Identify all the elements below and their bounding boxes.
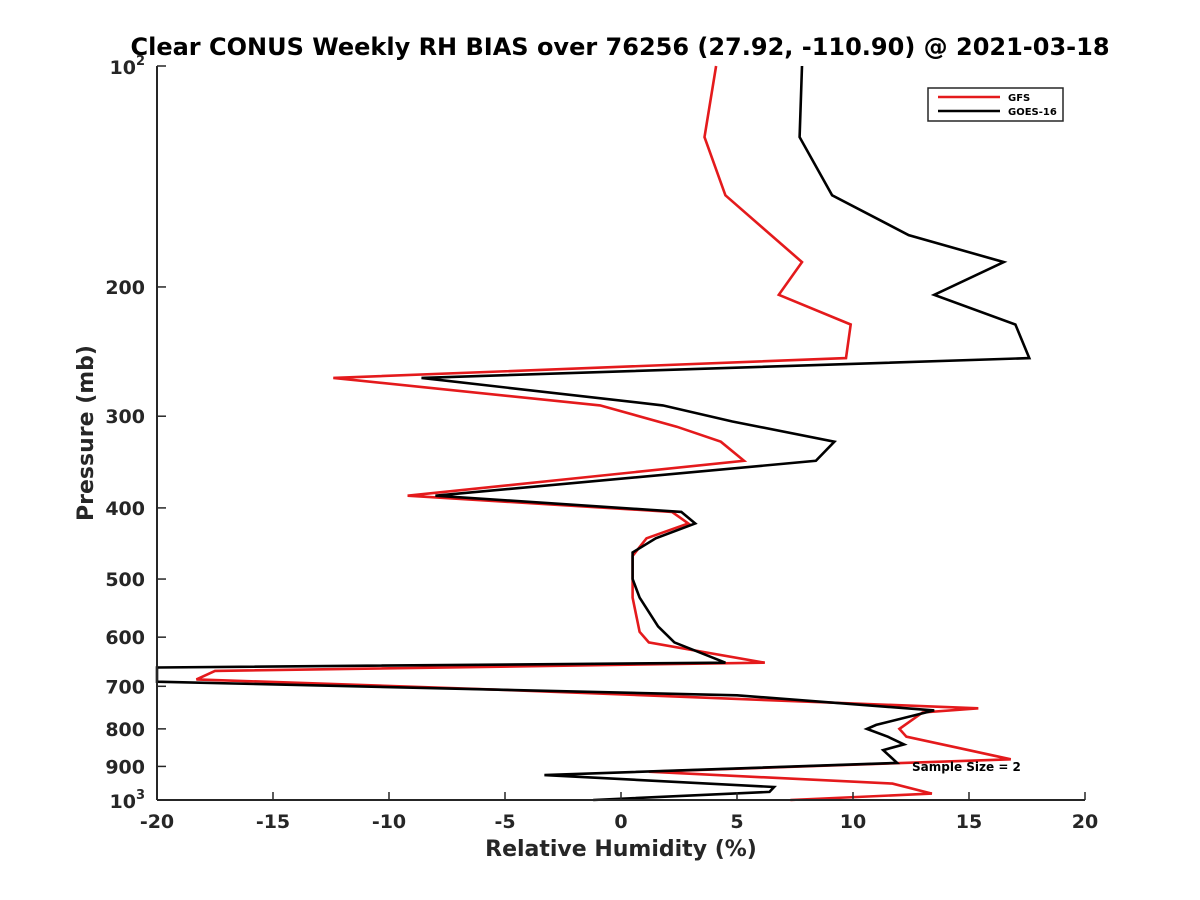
legend-label-goes16: GOES-16 (1008, 107, 1057, 118)
y-tick-label: 800 (105, 719, 145, 741)
legend-box (927, 87, 1064, 122)
x-tick-label: -20 (140, 811, 174, 833)
y-tick-label: 700 (105, 676, 145, 698)
y-ticks: 102 200 300 400 500 600 700 800 900 103 (105, 54, 166, 813)
y-tick-label: 500 (105, 569, 145, 591)
x-tick-label: -15 (256, 811, 290, 833)
y-tick-label: 900 (105, 756, 145, 778)
y-tick-label: 103 (110, 788, 146, 813)
x-tick-label: 10 (840, 811, 866, 833)
plot-area: -20 -15 -10 -5 0 5 10 15 20 102 200 300 400 500 600 70… (105, 54, 1098, 833)
x-ticks: -20 -15 -10 -5 0 5 10 15 20 (140, 792, 1098, 833)
sample-size-annotation: Sample Size = 2 (912, 760, 1021, 774)
x-tick-label: -5 (494, 811, 515, 833)
x-tick-label: -10 (372, 811, 406, 833)
series-line-goes-16 (155, 65, 1032, 802)
y-tick-label: 600 (105, 627, 145, 649)
y-axis-label: Pressure (mb) (74, 345, 99, 521)
x-tick-label: 20 (1072, 811, 1098, 833)
x-axis-label: Relative Humidity (%) (485, 837, 757, 862)
series-layer (155, 65, 1032, 802)
legend-label-gfs: GFS (1008, 93, 1030, 104)
axes-background (157, 66, 1085, 800)
x-tick-label: 0 (614, 811, 627, 833)
legend: GFS GOES-16 (927, 87, 1064, 122)
y-tick-label: 400 (105, 498, 145, 520)
x-tick-label: 15 (956, 811, 982, 833)
chart-title: Clear CONUS Weekly RH BIAS over 76256 (2… (130, 33, 1109, 61)
y-tick-label: 102 (110, 54, 146, 79)
y-tick-label: 300 (105, 406, 145, 428)
x-tick-label: 5 (730, 811, 743, 833)
y-tick-label: 200 (105, 277, 145, 299)
